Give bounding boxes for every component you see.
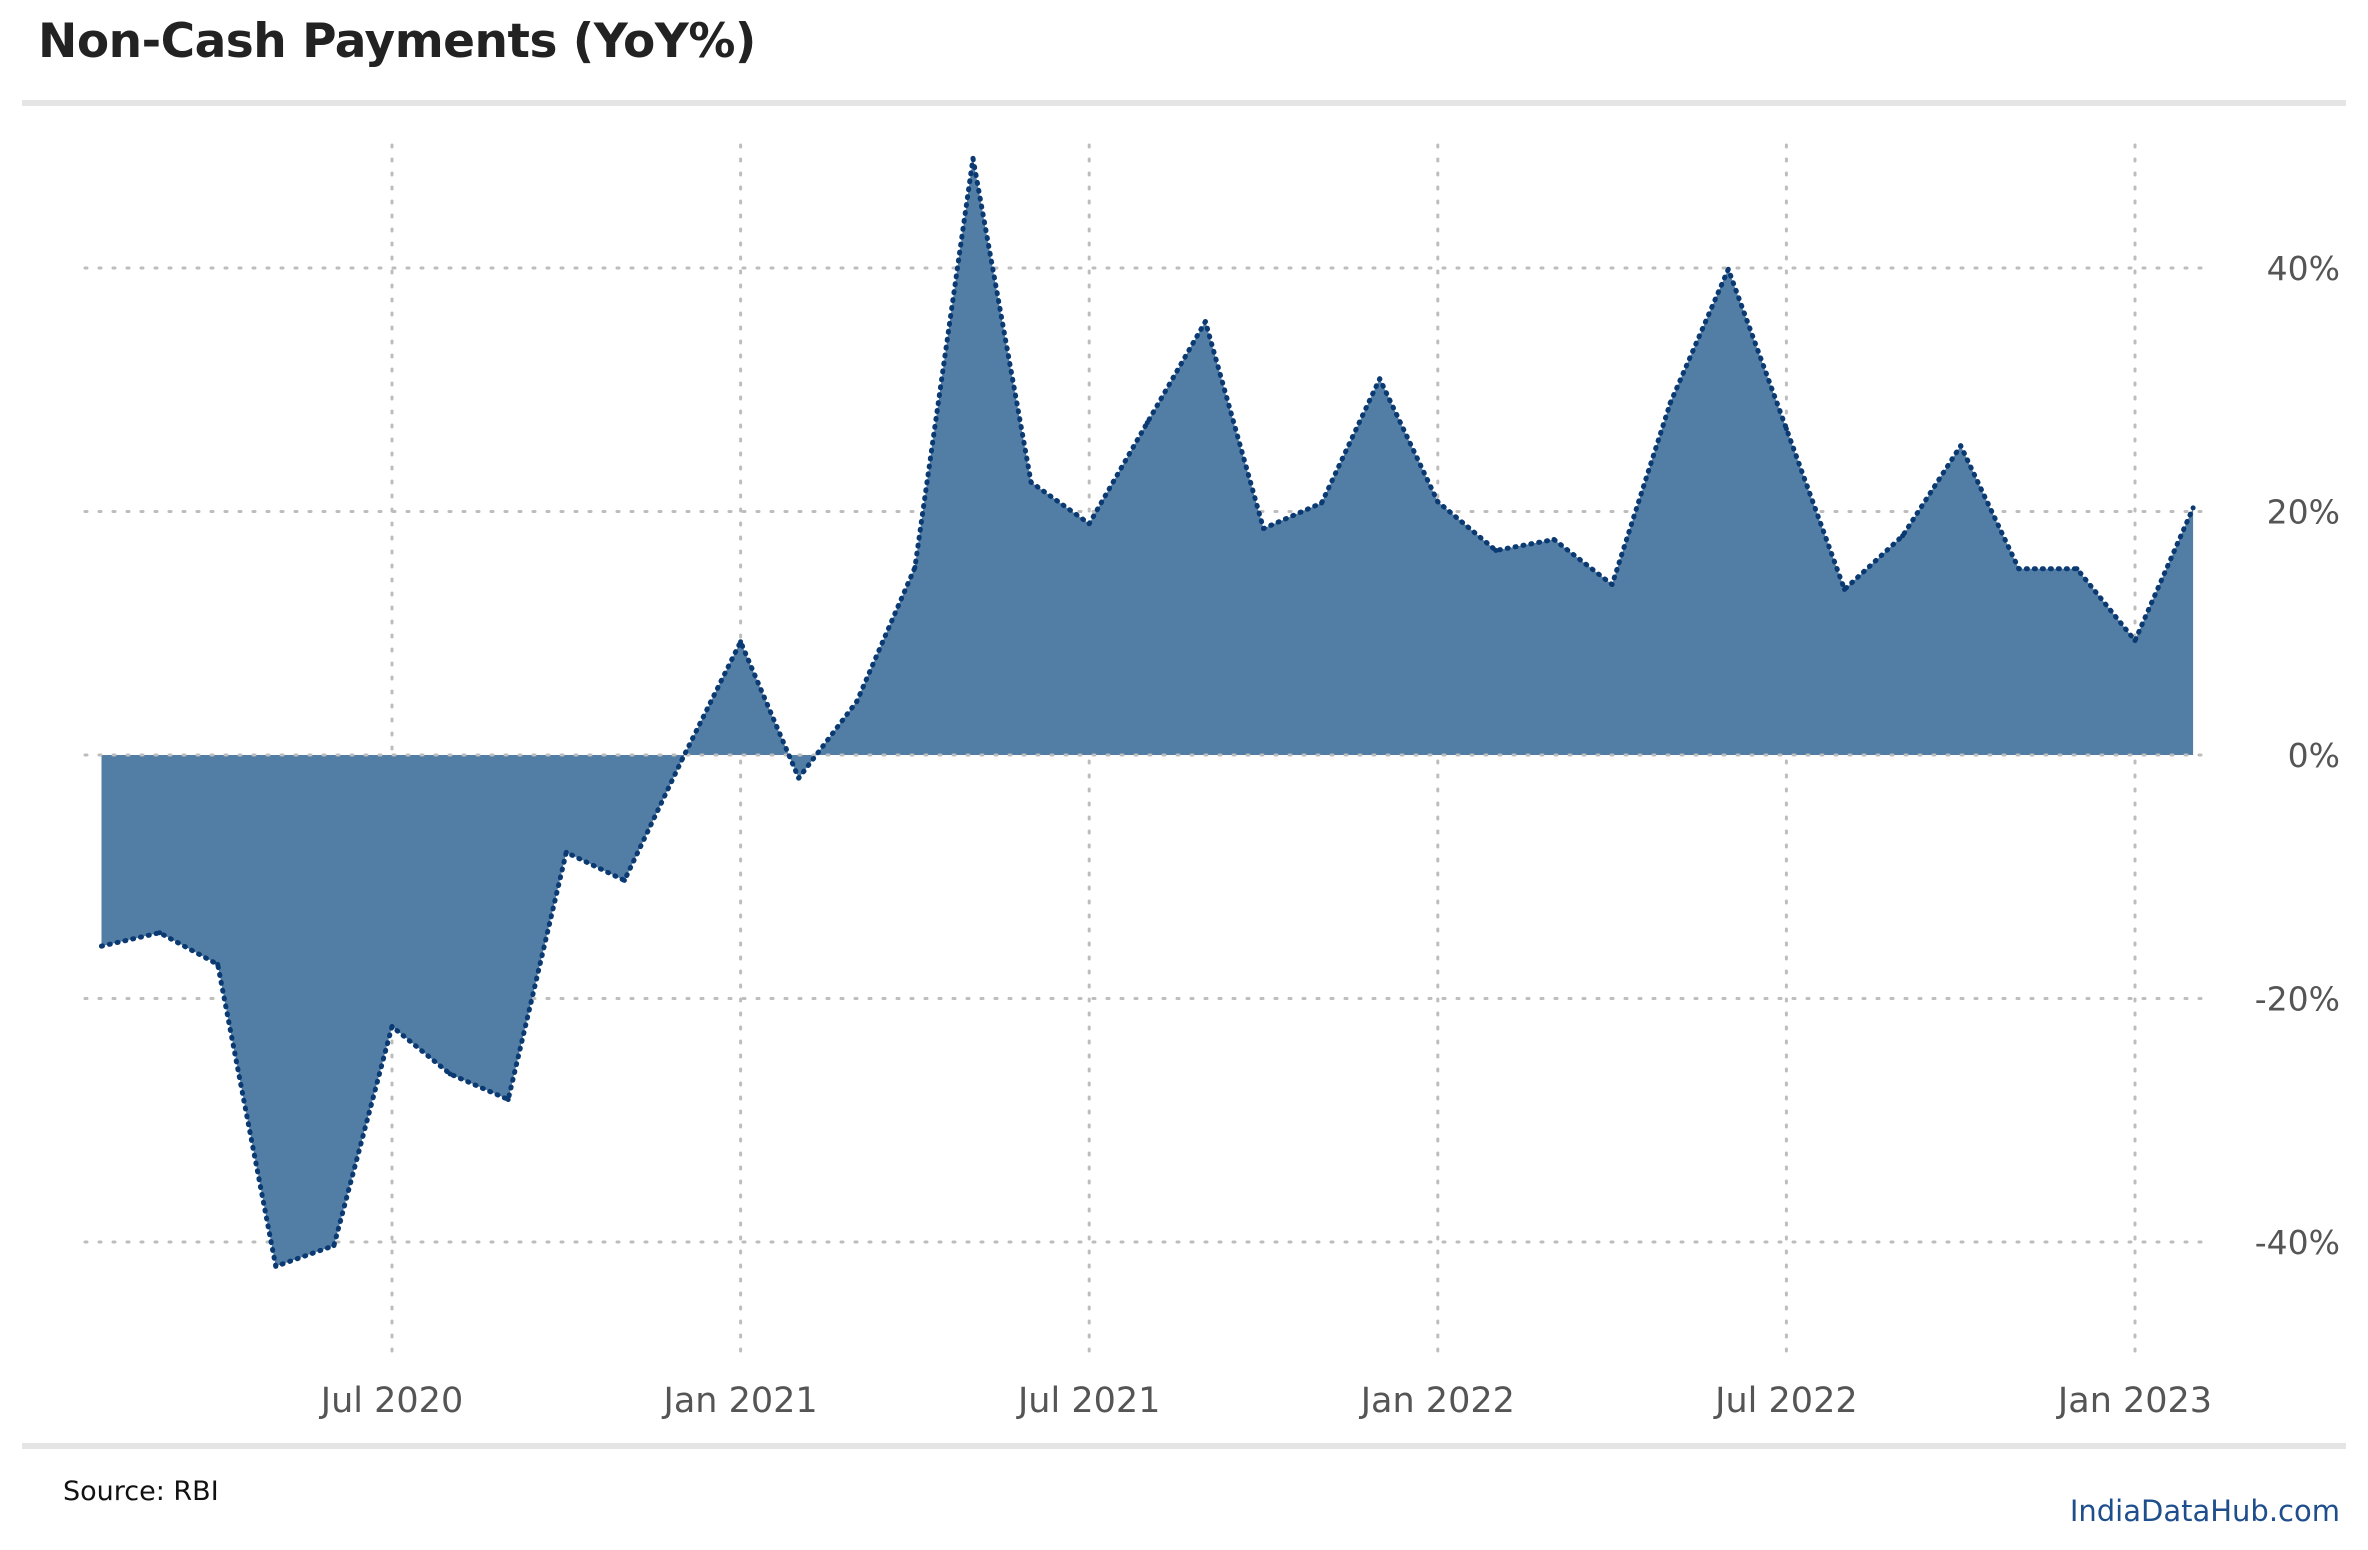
data-point [273, 1263, 279, 1269]
data-point [1144, 420, 1150, 426]
data-point [331, 1243, 337, 1249]
chart-title: Non-Cash Payments (YoY%) [38, 14, 756, 69]
y-tick-label: 0% [2288, 736, 2340, 775]
data-point [447, 1071, 453, 1077]
data-point [2074, 566, 2080, 572]
data-point [1261, 526, 1266, 532]
data-point [1725, 266, 1731, 272]
brand-link[interactable]: IndiaDataHub.com [2069, 1494, 2340, 1528]
data-point [1551, 537, 1557, 543]
data-point [1783, 426, 1789, 432]
x-tick-label: Jan 2023 [2056, 1381, 2212, 1421]
data-point [621, 877, 627, 883]
data-point [738, 639, 744, 645]
data-point [680, 756, 685, 762]
data-point [796, 775, 802, 781]
data-point [1377, 376, 1383, 382]
header-divider [22, 100, 2346, 106]
data-point [1958, 443, 1964, 449]
data-point [1028, 479, 1034, 485]
data-point [970, 155, 976, 161]
y-tick-label: -20% [2255, 980, 2340, 1019]
x-tick-label: Jan 2021 [662, 1381, 818, 1421]
y-tick-label: 40% [2267, 249, 2340, 288]
data-point [1435, 499, 1441, 505]
data-point [1086, 521, 1092, 527]
x-tick-label: Jan 2022 [1359, 1381, 1515, 1421]
data-point [854, 698, 860, 704]
data-point [912, 565, 918, 571]
data-point [563, 849, 569, 855]
data-point [2132, 638, 2138, 644]
data-point [1202, 319, 1208, 325]
x-tick-label: Jul 2020 [319, 1381, 463, 1421]
data-point [2016, 566, 2022, 572]
area-fill [101, 158, 2194, 1267]
y-tick-label: -40% [2255, 1223, 2340, 1262]
x-tick-label: Jul 2022 [1713, 1381, 1857, 1421]
data-point [1900, 533, 1906, 539]
data-point [2190, 505, 2196, 511]
y-axis-ticks: -40% -20% 0% 20% 40% [2255, 249, 2340, 1262]
source-note: Source: RBI [63, 1476, 219, 1507]
data-point [505, 1097, 511, 1103]
data-point [215, 961, 221, 967]
data-point [1609, 582, 1615, 588]
footer-divider [22, 1443, 2346, 1449]
y-tick-label: 20% [2267, 493, 2340, 532]
area-series [83, 155, 2207, 1269]
x-tick-label: Jul 2021 [1016, 1381, 1160, 1421]
data-point [1667, 400, 1673, 406]
data-point [157, 930, 163, 936]
data-point [1842, 586, 1847, 592]
data-point [1319, 500, 1325, 506]
x-axis-ticks: Jul 2020 Jan 2021 Jul 2021 Jan 2022 Jul 2022… [319, 1381, 2212, 1421]
data-point [99, 943, 104, 949]
data-point [389, 1024, 395, 1030]
data-point [1493, 547, 1499, 553]
